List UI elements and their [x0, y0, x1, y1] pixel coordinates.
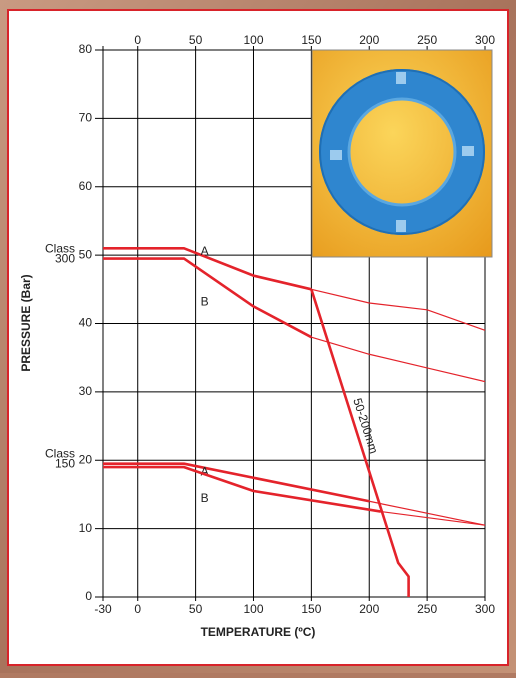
series-line	[311, 288, 486, 331]
x-tick-label: 0	[134, 602, 141, 616]
series-label: B	[201, 295, 209, 309]
ring-edge	[319, 69, 485, 235]
x-tick-label: 50	[189, 602, 203, 616]
ring-inner	[347, 97, 457, 207]
x-tick-label: 200	[359, 602, 379, 616]
series-label: B	[201, 491, 209, 505]
y-tick-label: 40	[79, 316, 93, 330]
y-tick-label: 80	[79, 42, 93, 56]
class-label: Class	[45, 241, 75, 255]
y-tick-label: 10	[79, 521, 93, 535]
series-line	[369, 500, 486, 526]
y-tick-label: 20	[79, 452, 93, 466]
y-tick-label: 60	[79, 179, 93, 193]
x-tick-label: -30	[94, 602, 112, 616]
class-label: Class	[45, 446, 75, 460]
series-line	[380, 510, 486, 526]
notch	[396, 220, 406, 232]
y-axis-title: PRESSURE (Bar)	[19, 274, 33, 371]
series-line	[311, 336, 486, 383]
y-tick-label: 0	[85, 589, 92, 603]
top-x-tick-label: 150	[301, 33, 321, 47]
x-axis-title: TEMPERATURE (ºC)	[201, 625, 316, 639]
series-line	[103, 257, 312, 339]
x-tick-label: 100	[243, 602, 263, 616]
top-x-tick-label: 300	[475, 33, 495, 47]
y-tick-label: 50	[79, 247, 93, 261]
class-label: 150	[55, 456, 75, 470]
y-tick-label: 70	[79, 111, 93, 125]
top-x-tick-label: 0	[134, 33, 141, 47]
series-line	[103, 246, 312, 291]
series-line	[103, 465, 382, 513]
top-x-tick-label: 200	[359, 33, 379, 47]
series-label: A	[201, 465, 209, 479]
series-label: A	[201, 244, 209, 258]
top-x-tick-label: 250	[417, 33, 437, 47]
notch	[330, 150, 342, 160]
x-tick-label: 300	[475, 602, 495, 616]
product-photo	[311, 49, 493, 258]
x-tick-label: 250	[417, 602, 437, 616]
series-line	[310, 288, 410, 597]
y-tick-label: 30	[79, 384, 93, 398]
x-tick-label: 150	[301, 602, 321, 616]
notch	[396, 72, 406, 84]
notch	[462, 146, 474, 156]
series-line	[103, 462, 370, 503]
top-x-tick-label: 50	[189, 33, 203, 47]
top-x-tick-label: 100	[243, 33, 263, 47]
class-label: 300	[55, 251, 75, 265]
